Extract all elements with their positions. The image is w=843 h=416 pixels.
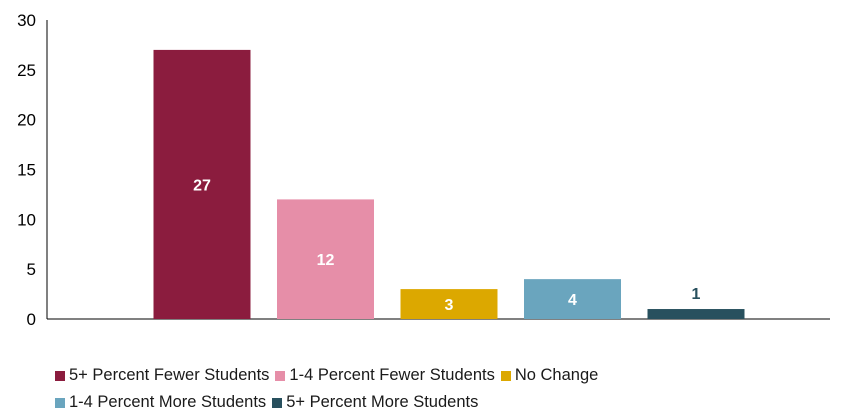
- legend-swatch: [55, 397, 65, 408]
- legend-row-1: 5+ Percent Fewer Students 1-4 Percent Fe…: [55, 362, 815, 389]
- legend-swatch: [500, 370, 511, 381]
- legend-item-5plus-fewer: 5+ Percent Fewer Students: [55, 366, 269, 385]
- bars-group: [153, 49, 745, 320]
- legend-label: No Change: [514, 366, 599, 384]
- y-tick-label: 10: [17, 210, 36, 229]
- bar-2: [277, 199, 374, 319]
- data-label-1: 27: [193, 177, 211, 194]
- legend-swatch: [275, 370, 286, 381]
- y-tick-label: 0: [27, 310, 36, 329]
- data-label-2: 12: [317, 252, 335, 269]
- legend-swatch: [55, 370, 65, 381]
- legend-item-5plus-more: 5+ Percent More Students: [272, 393, 478, 412]
- bar-1: [153, 49, 251, 320]
- bar-3: [400, 289, 498, 319]
- y-tick-label: 25: [17, 61, 36, 80]
- legend-label: 5+ Percent Fewer Students: [69, 366, 270, 384]
- bar-4: [524, 279, 621, 319]
- legend-label: 1-4 Percent More Students: [69, 393, 267, 411]
- y-tick-label: 30: [17, 11, 36, 30]
- y-axis-ticks: 0 5 10 15 20 25 30: [17, 11, 36, 329]
- data-label-3: 3: [445, 297, 454, 314]
- legend-swatch: [272, 397, 283, 408]
- data-label-5: 1: [692, 286, 701, 303]
- legend-item-1-4-more: 1-4 Percent More Students: [55, 393, 266, 412]
- legend-row-2: 1-4 Percent More Students 5+ Percent Mor…: [55, 389, 815, 416]
- legend-item-no-change: No Change: [500, 366, 599, 385]
- bar-5: [647, 309, 745, 319]
- y-tick-label: 5: [27, 260, 36, 279]
- data-labels-group: 27 12 3 4 1: [193, 177, 700, 314]
- y-tick-label: 20: [17, 111, 36, 130]
- legend-label: 1-4 Percent Fewer Students: [289, 366, 495, 384]
- y-tick-label: 15: [17, 161, 36, 180]
- legend-item-1-4-fewer: 1-4 Percent Fewer Students: [275, 366, 495, 385]
- legend: 5+ Percent Fewer Students 1-4 Percent Fe…: [55, 362, 815, 416]
- data-label-4: 4: [568, 292, 577, 309]
- legend-label: 5+ Percent More Students: [286, 393, 479, 411]
